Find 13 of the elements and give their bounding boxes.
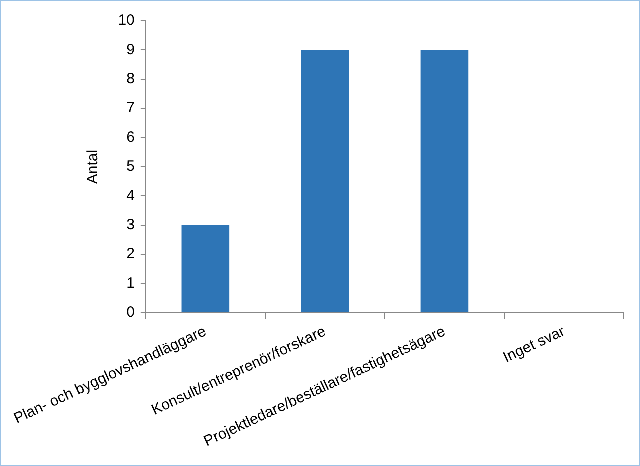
y-tick-label: 7 <box>126 100 135 117</box>
y-tick-label: 3 <box>126 216 135 234</box>
y-tick-label: 0 <box>126 304 135 322</box>
x-tick-label: Inget svar <box>500 323 568 366</box>
y-tick-label: 6 <box>126 128 135 146</box>
y-tick-label: 4 <box>126 187 135 204</box>
y-tick-label: 10 <box>118 12 135 30</box>
y-tick-label: 1 <box>126 274 135 292</box>
y-tick-label: 5 <box>126 158 135 176</box>
y-tick-label: 9 <box>126 41 135 58</box>
y-axis-title: Antal <box>84 150 102 184</box>
y-tick-label: 2 <box>126 246 135 263</box>
y-tick-label: 8 <box>126 70 135 88</box>
